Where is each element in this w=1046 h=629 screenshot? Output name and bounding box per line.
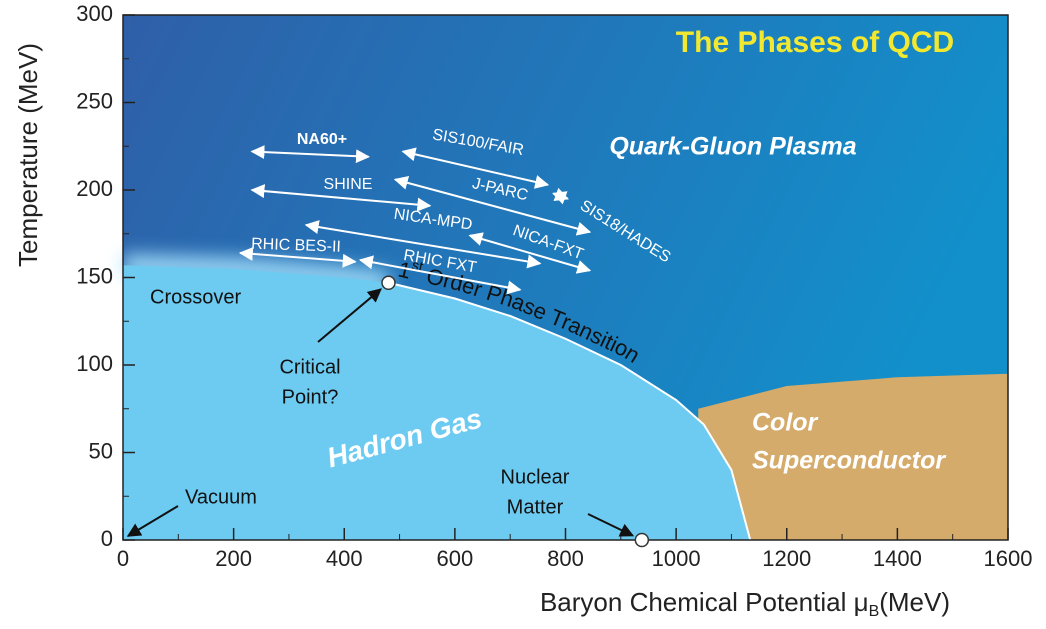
experiment-range <box>468 232 592 274</box>
experiment-range <box>238 246 357 268</box>
crossover-label: Crossover <box>150 286 241 308</box>
x-axis-title: Baryon Chemical Potential μB(MeV) <box>540 587 950 620</box>
plasma-label: Quark-Gluon Plasma <box>609 133 856 161</box>
x-tick-label: 1600 <box>984 546 1033 571</box>
point-arrow <box>317 288 382 343</box>
chart-title: The Phases of QCD <box>676 26 954 59</box>
x-tick-label: 0 <box>117 546 129 571</box>
experiment-label: SHINE <box>324 176 373 193</box>
x-tick-label: 600 <box>437 546 474 571</box>
hadron-region <box>123 265 751 540</box>
y-tick-label: 300 <box>76 1 113 26</box>
x-tick-label: 1000 <box>652 546 701 571</box>
superconductor-label: Color <box>752 409 819 437</box>
superconductor-label: Superconductor <box>752 447 946 475</box>
x-tick-label: 800 <box>547 546 584 571</box>
point-label: Nuclear <box>501 466 570 488</box>
x-tick-label: 400 <box>326 546 363 571</box>
point-marker <box>634 532 650 548</box>
x-tick-label: 1200 <box>762 546 811 571</box>
experiment-label: RHIC BES-II <box>251 236 341 256</box>
experiment-range <box>358 255 522 295</box>
experiment-range <box>393 176 592 236</box>
vacuum-label: Vacuum <box>185 486 257 508</box>
x-axis-title-main: Baryon Chemical Potential μ <box>540 587 869 617</box>
experiment-range <box>552 187 570 205</box>
y-tick-label: 0 <box>101 526 113 551</box>
point-arrow <box>587 513 635 537</box>
x-tick-label: 200 <box>215 546 252 571</box>
y-tick-label: 100 <box>76 351 113 376</box>
point-label: Matter <box>507 496 564 518</box>
experiment-label: NA60+ <box>297 131 347 148</box>
transition-line <box>388 281 752 541</box>
point-marker <box>381 275 396 290</box>
x-axis-title-sub: B <box>869 603 880 620</box>
superconductor-region <box>698 373 1008 540</box>
y-tick-label: 50 <box>89 438 113 463</box>
point-label: Critical <box>279 356 340 378</box>
y-tick-label: 200 <box>76 176 113 201</box>
y-tick-label: 150 <box>76 263 113 288</box>
experiment-range <box>250 145 370 164</box>
x-axis-title-unit: (MeV) <box>879 587 950 617</box>
y-axis-title: Temperature (MeV) <box>13 43 43 267</box>
x-tick-label: 1400 <box>873 546 922 571</box>
vacuum-arrow <box>126 505 179 537</box>
y-tick-label: 250 <box>76 88 113 113</box>
point-label: Point? <box>282 386 339 408</box>
